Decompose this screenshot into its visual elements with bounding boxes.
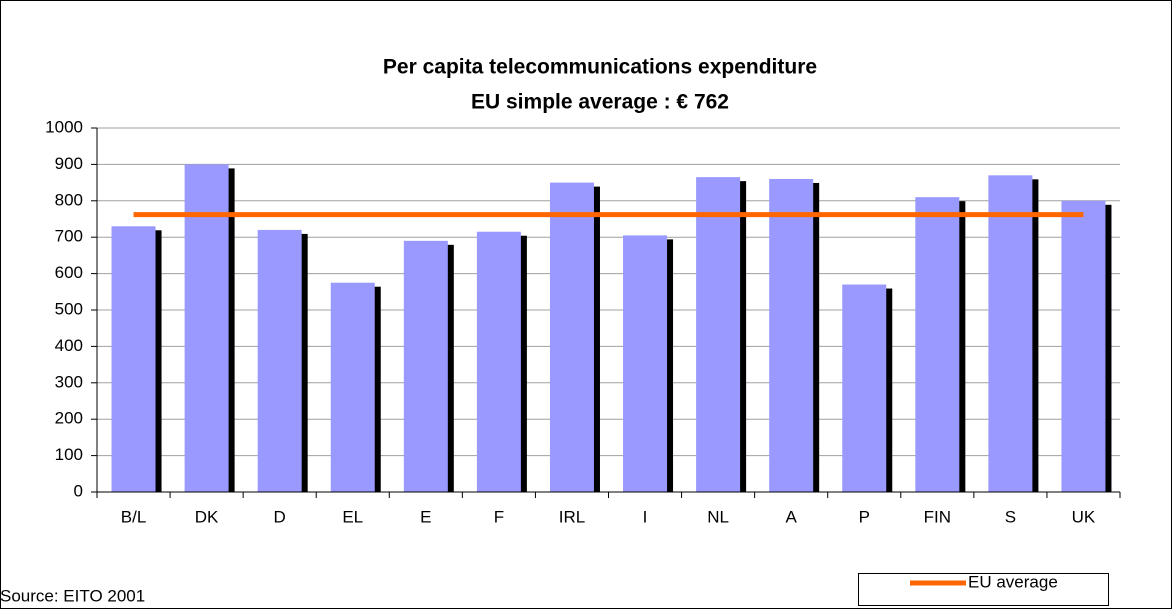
bar <box>184 164 229 492</box>
y-tick-label: 1000 <box>45 117 83 136</box>
chart-subtitle: EU simple average : € 762 <box>471 91 729 114</box>
y-tick-label: 600 <box>55 263 83 282</box>
x-tick-label: A <box>786 507 798 526</box>
chart-title: Per capita telecommunications expenditur… <box>383 56 817 79</box>
y-tick-label: 900 <box>55 154 83 173</box>
x-tick-label: DK <box>195 507 219 526</box>
bar <box>111 226 156 492</box>
y-tick-label: 800 <box>55 190 83 209</box>
y-tick-label: 300 <box>55 372 83 391</box>
bar <box>915 197 960 492</box>
bar <box>842 284 887 492</box>
legend-box <box>858 573 1109 606</box>
x-tick-label: EL <box>342 507 363 526</box>
x-tick-label: IRL <box>559 507 585 526</box>
bar <box>330 282 375 492</box>
x-tick-label: D <box>274 507 286 526</box>
x-tick-label: UK <box>1072 507 1096 526</box>
source-note: Source: EITO 2001 <box>0 586 145 605</box>
y-tick-label: 700 <box>55 227 83 246</box>
y-tick-label: 500 <box>55 299 83 318</box>
bar <box>769 178 814 492</box>
y-tick-label: 200 <box>55 409 83 428</box>
bar <box>1061 200 1106 493</box>
bar <box>623 235 668 492</box>
x-tick-label: E <box>420 507 431 526</box>
x-tick-label: F <box>494 507 504 526</box>
x-tick-label: P <box>859 507 870 526</box>
y-tick-label: 0 <box>74 481 83 500</box>
x-tick-label: B/L <box>121 507 147 526</box>
bar <box>476 231 521 493</box>
bar <box>988 175 1033 492</box>
bar <box>403 240 448 492</box>
y-tick-label: 100 <box>55 445 83 464</box>
x-tick-label: S <box>1005 507 1016 526</box>
y-tick-label: 400 <box>55 336 83 355</box>
bar <box>257 229 302 493</box>
x-tick-label: NL <box>707 507 729 526</box>
bar <box>549 182 594 492</box>
x-tick-label: I <box>643 507 648 526</box>
legend-label: EU average <box>968 572 1058 591</box>
x-tick-label: FIN <box>924 507 951 526</box>
bar <box>696 177 741 492</box>
